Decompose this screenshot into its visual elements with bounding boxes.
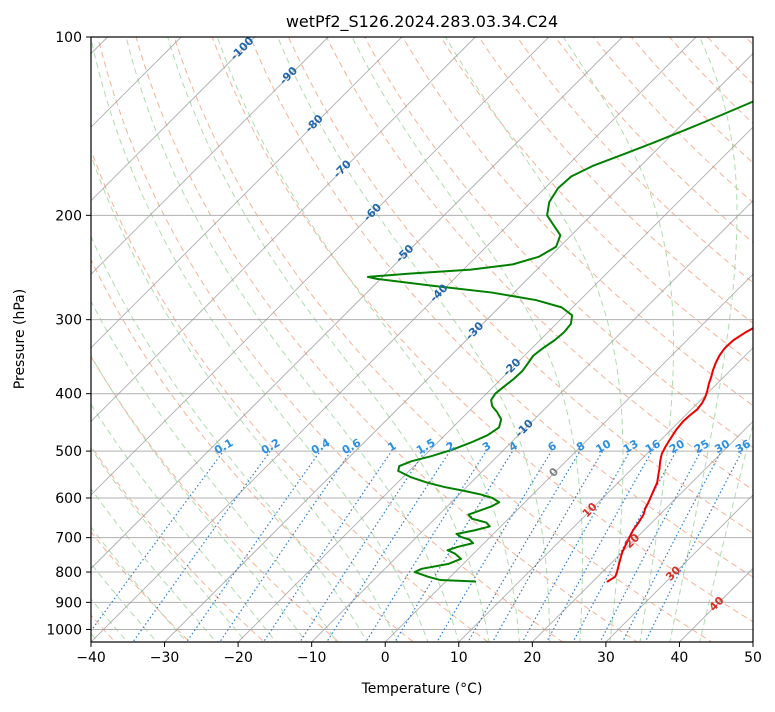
isotherm-line [605, 494, 753, 642]
dry-adiabat [91, 445, 265, 642]
isotherm-line [91, 37, 476, 422]
moist-adiabat [562, 37, 674, 642]
dry-adiabat [135, 37, 639, 642]
y-tick-label: 200 [55, 208, 82, 224]
isotherm-line [384, 273, 753, 642]
y-tick-label: 400 [55, 387, 82, 403]
y-axis-label: Pressure (hPa) [12, 289, 28, 389]
mixing-ratio-line [91, 450, 225, 632]
mixing-ratio-line [436, 450, 553, 642]
y-tick-label: 300 [55, 313, 82, 329]
moist-adiabat [91, 598, 129, 642]
isotherm-line [532, 420, 753, 642]
y-tick-label: 500 [55, 444, 82, 460]
x-tick-label: 0 [381, 650, 390, 666]
mixing-ratio-line [545, 450, 653, 642]
x-tick-label: −10 [297, 650, 327, 666]
moist-adiabat [91, 355, 307, 642]
moist-adiabat [351, 37, 583, 642]
x-tick-label: −20 [223, 650, 253, 666]
moist-adiabat [445, 37, 624, 642]
x-tick-label: 20 [523, 650, 541, 666]
moist-adiabat [216, 37, 520, 642]
moist-adiabat [91, 562, 158, 642]
dry-adiabat [91, 258, 415, 642]
mixing-ratio-line [299, 450, 426, 642]
isotherm-line [91, 37, 550, 496]
plot-grid [91, 37, 753, 642]
y-tick-label: 100 [55, 30, 82, 46]
mixing-ratio-line [599, 450, 702, 642]
dry-adiabat [440, 37, 753, 365]
dry-adiabat [478, 37, 753, 324]
moist-adiabat [669, 37, 738, 642]
temperature-profile-line [606, 327, 753, 583]
dry-adiabat [211, 37, 753, 623]
y-tick-label: 700 [55, 531, 82, 547]
mixing-ratio-line [219, 450, 352, 642]
mixing-ratio-line [521, 450, 631, 642]
y-tick-label: 600 [55, 491, 82, 507]
isotherm-line [164, 52, 753, 642]
axes: −40 −30 −20 −10 0 10 20 30 40 50 100 200 300 400 500 60… [46, 30, 762, 666]
dewpoint-profile-line [366, 100, 753, 583]
mixing-ratio-line [262, 450, 393, 642]
x-tick-label: 40 [671, 650, 689, 666]
isotherm-line [91, 37, 255, 202]
dry-adiabat [173, 37, 713, 642]
isotherm-line [237, 126, 753, 642]
moist-adiabat [91, 526, 188, 642]
dry-adiabat [97, 37, 564, 642]
plot-frame [90, 36, 754, 643]
mixing-ratio-line [467, 450, 581, 642]
chart-title: wetPf2_S126.2024.283.03.34.C24 [286, 12, 558, 32]
isotherm-line [311, 200, 753, 642]
isotherm-line [91, 37, 697, 642]
mixing-ratio-line [365, 450, 487, 642]
moist-adiabat [91, 300, 338, 642]
x-tick-label: −30 [150, 650, 180, 666]
isotherm-line [458, 347, 753, 642]
isotherm-line [91, 37, 403, 349]
isotherm-line [91, 37, 329, 275]
mixing-ratio-line [326, 450, 451, 642]
x-tick-label: 10 [450, 650, 468, 666]
isotherm-line [91, 37, 623, 570]
x-axis-label: Temperature (°C) [361, 681, 483, 697]
moist-adiabat [277, 37, 551, 642]
plot-series [366, 100, 753, 583]
dry-adiabat [91, 355, 340, 642]
mixing-ratio-line [132, 450, 271, 642]
mixing-ratio-line [491, 450, 604, 642]
y-tick-label: 1000 [46, 622, 82, 638]
mixing-ratio-line [394, 450, 514, 642]
x-tick-label: 50 [744, 650, 762, 666]
dry-adiabat [249, 37, 753, 578]
y-tick-label: 800 [55, 565, 82, 581]
y-tick-label: 900 [55, 595, 82, 611]
dry-adiabat [287, 37, 753, 534]
x-tick-label: −40 [76, 650, 106, 666]
x-tick-label: 30 [597, 650, 615, 666]
